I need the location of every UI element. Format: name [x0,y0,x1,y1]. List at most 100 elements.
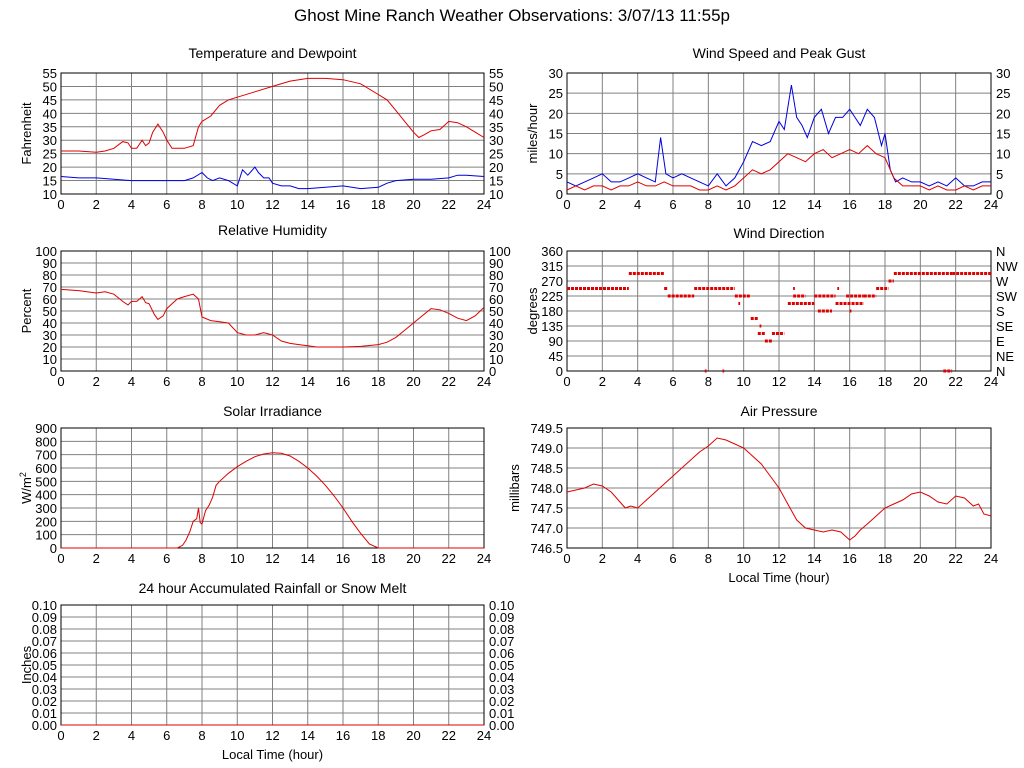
right-tick-label: 0 [489,364,496,379]
y-tick-label: 100 [35,244,57,259]
x-tick-label: 2 [93,374,100,389]
right-tick-label: 60 [489,292,503,307]
right-tick-label: 0.05 [489,658,514,673]
x-tick-label: 6 [163,728,170,743]
y-tick-label: 400 [35,488,57,503]
grid [60,72,485,195]
x-tick-label: 0 [563,197,570,212]
x-axis-label: Local Time (hour) [728,570,829,585]
right-tick-label: 0.04 [489,670,514,685]
x-tick-label: 0 [57,374,64,389]
series-line-0 [61,77,485,153]
y-tick-label: 0.00 [32,718,57,733]
x-tick-label: 16 [842,374,856,389]
x-tick-label: 18 [878,374,892,389]
y-tick-label: 30 [43,133,57,148]
y-axis-label: miles/hour [525,103,540,164]
right-tick-label: 10 [996,147,1010,162]
grid [60,250,485,372]
x-axis-label: Local Time (hour) [222,747,323,762]
x-tick-label: 12 [772,374,786,389]
right-tick-label: 40 [489,316,503,331]
x-tick-label: 8 [198,374,205,389]
right-tick-label: 10 [489,352,503,367]
y-axis-label: W/m2 [18,472,34,504]
series-line-1 [60,166,485,190]
x-tick-label: 8 [198,197,205,212]
x-tick-label: 18 [878,551,892,566]
x-tick-label: 14 [807,197,821,212]
right-tick-label: 0.07 [489,634,514,649]
right-tick-label: N [996,244,1005,259]
plot-frame [60,250,485,372]
x-tick-label: 10 [736,374,750,389]
y-tick-label: 0.08 [32,622,57,637]
x-tick-label: 24 [477,728,491,743]
x-tick-label: 6 [669,197,676,212]
y-tick-label: 15 [43,174,57,189]
series-line-0 [61,452,484,549]
right-tick-label: 30 [489,133,503,148]
x-tick-label: 0 [563,551,570,566]
wind_direction-plot: 0 2 4 6 8 10 12 14 16 18 20 22 240459013518022527031… [525,244,1018,389]
right-tick-label: 0.08 [489,622,514,637]
y-tick-label: 0 [556,187,563,202]
y-tick-label: 180 [541,304,563,319]
series-line-0 [566,437,992,541]
y-axis-label: Percent [19,288,34,333]
right-tick-label: 20 [489,340,503,355]
y-tick-label: 700 [35,448,57,463]
grid [60,604,485,726]
x-tick-label: 4 [634,374,641,389]
y-tick-label: 30 [43,328,57,343]
x-tick-label: 24 [477,551,491,566]
x-tick-label: 16 [336,551,350,566]
x-tick-label: 6 [163,551,170,566]
y-tick-label: 0.07 [32,634,57,649]
plot-frame [60,427,485,549]
y-tick-label: 749.5 [530,421,563,436]
y-tick-label: 70 [43,280,57,295]
y-tick-label: 55 [43,66,57,81]
plot-frame [60,72,485,195]
grid [566,72,992,195]
y-tick-label: 746.5 [530,541,563,556]
plot-frame [566,250,992,372]
y-tick-label: 800 [35,434,57,449]
y-tick-label: 35 [43,120,57,135]
x-tick-label: 6 [163,374,170,389]
x-tick-label: 20 [406,728,420,743]
plot-frame [566,427,992,549]
pressure-plot: 0 2 4 6 8 10 12 14 16 18 20 22 24746.5747.0747.5748.… [507,421,998,585]
x-tick-label: 18 [371,551,385,566]
x-tick-label: 10 [230,551,244,566]
y-axis-label: degrees [525,287,540,334]
x-tick-label: 10 [230,197,244,212]
y-axis-label: millibars [507,464,522,512]
x-tick-label: 24 [477,197,491,212]
y-tick-label: 40 [43,106,57,121]
x-tick-label: 2 [599,374,606,389]
x-tick-label: 18 [371,728,385,743]
x-tick-label: 20 [406,551,420,566]
right-tick-label: 35 [489,120,503,135]
y-tick-label: 40 [43,316,57,331]
x-tick-label: 24 [984,551,998,566]
y-tick-label: 0.01 [32,706,57,721]
right-tick-label: 0 [996,187,1003,202]
y-tick-label: 100 [35,528,57,543]
x-tick-label: 16 [336,374,350,389]
y-tick-label: 10 [549,147,563,162]
y-tick-label: 748.0 [530,481,563,496]
x-tick-label: 12 [772,551,786,566]
right-tick-label: E [996,334,1005,349]
y-tick-label: 0 [50,541,57,556]
wind_speed-plot: 0 2 4 6 8 10 12 14 16 18 20 22 240510152025300510152… [525,66,1010,212]
right-tick-label: 40 [489,106,503,121]
x-tick-label: 22 [948,374,962,389]
y-tick-label: 25 [549,86,563,101]
x-tick-label: 8 [198,728,205,743]
right-tick-label: W [996,274,1009,289]
y-tick-label: 135 [541,319,563,334]
